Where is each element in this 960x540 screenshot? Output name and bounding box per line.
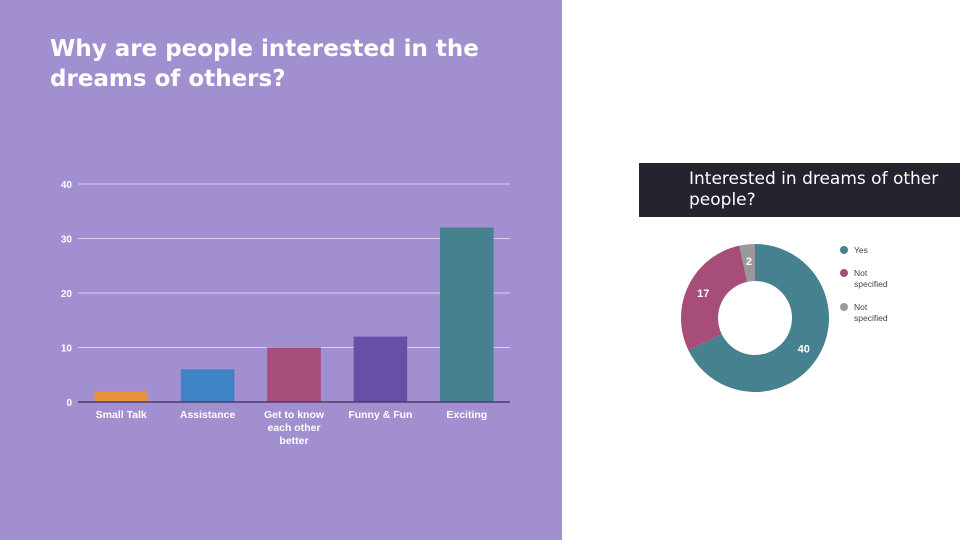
slice-value-label: 2 <box>746 256 752 268</box>
x-category-label: Small Talk <box>96 409 147 421</box>
y-tick-label: 20 <box>61 289 73 300</box>
slice-value-label: 17 <box>697 288 709 300</box>
x-category-label: better <box>279 435 308 447</box>
bar <box>440 227 494 402</box>
y-tick-label: 0 <box>66 398 72 409</box>
x-category-label: each other <box>267 422 320 434</box>
legend-swatch <box>840 303 848 311</box>
bar-chart: 0 10 20 30 40 Small Talk Assistance Get to know… <box>61 180 510 447</box>
legend-label: specified <box>854 279 888 289</box>
x-category-label: Funny & Fun <box>348 409 412 421</box>
donut-chart-title: Interested in dreams of other people? <box>689 169 939 210</box>
x-category-label: Assistance <box>180 409 236 421</box>
x-category-label: Get to know <box>264 409 325 421</box>
x-category-label: Exciting <box>446 409 487 421</box>
y-tick-label: 10 <box>61 344 73 355</box>
donut-chart-header: Interested in dreams of other people? <box>639 163 960 217</box>
legend-label: specified <box>854 313 888 323</box>
donut-slice <box>739 244 755 282</box>
bar <box>353 336 408 402</box>
bar <box>267 347 321 402</box>
legend-swatch <box>840 269 848 277</box>
slide-title: Why are people interested in the dreams … <box>50 36 479 92</box>
left-panel: Why are people interested in the dreams … <box>0 0 562 540</box>
legend-label: Not <box>854 302 868 312</box>
donut-slice <box>688 244 829 392</box>
legend-label: Yes <box>854 245 868 255</box>
bar <box>94 391 148 402</box>
legend-swatch <box>840 246 848 254</box>
y-tick-label: 30 <box>61 235 73 246</box>
donut-slice <box>681 245 748 351</box>
bar <box>180 369 235 402</box>
slice-value-label: 40 <box>798 343 810 355</box>
y-tick-label: 40 <box>61 180 73 191</box>
legend-label: Not <box>854 268 868 278</box>
